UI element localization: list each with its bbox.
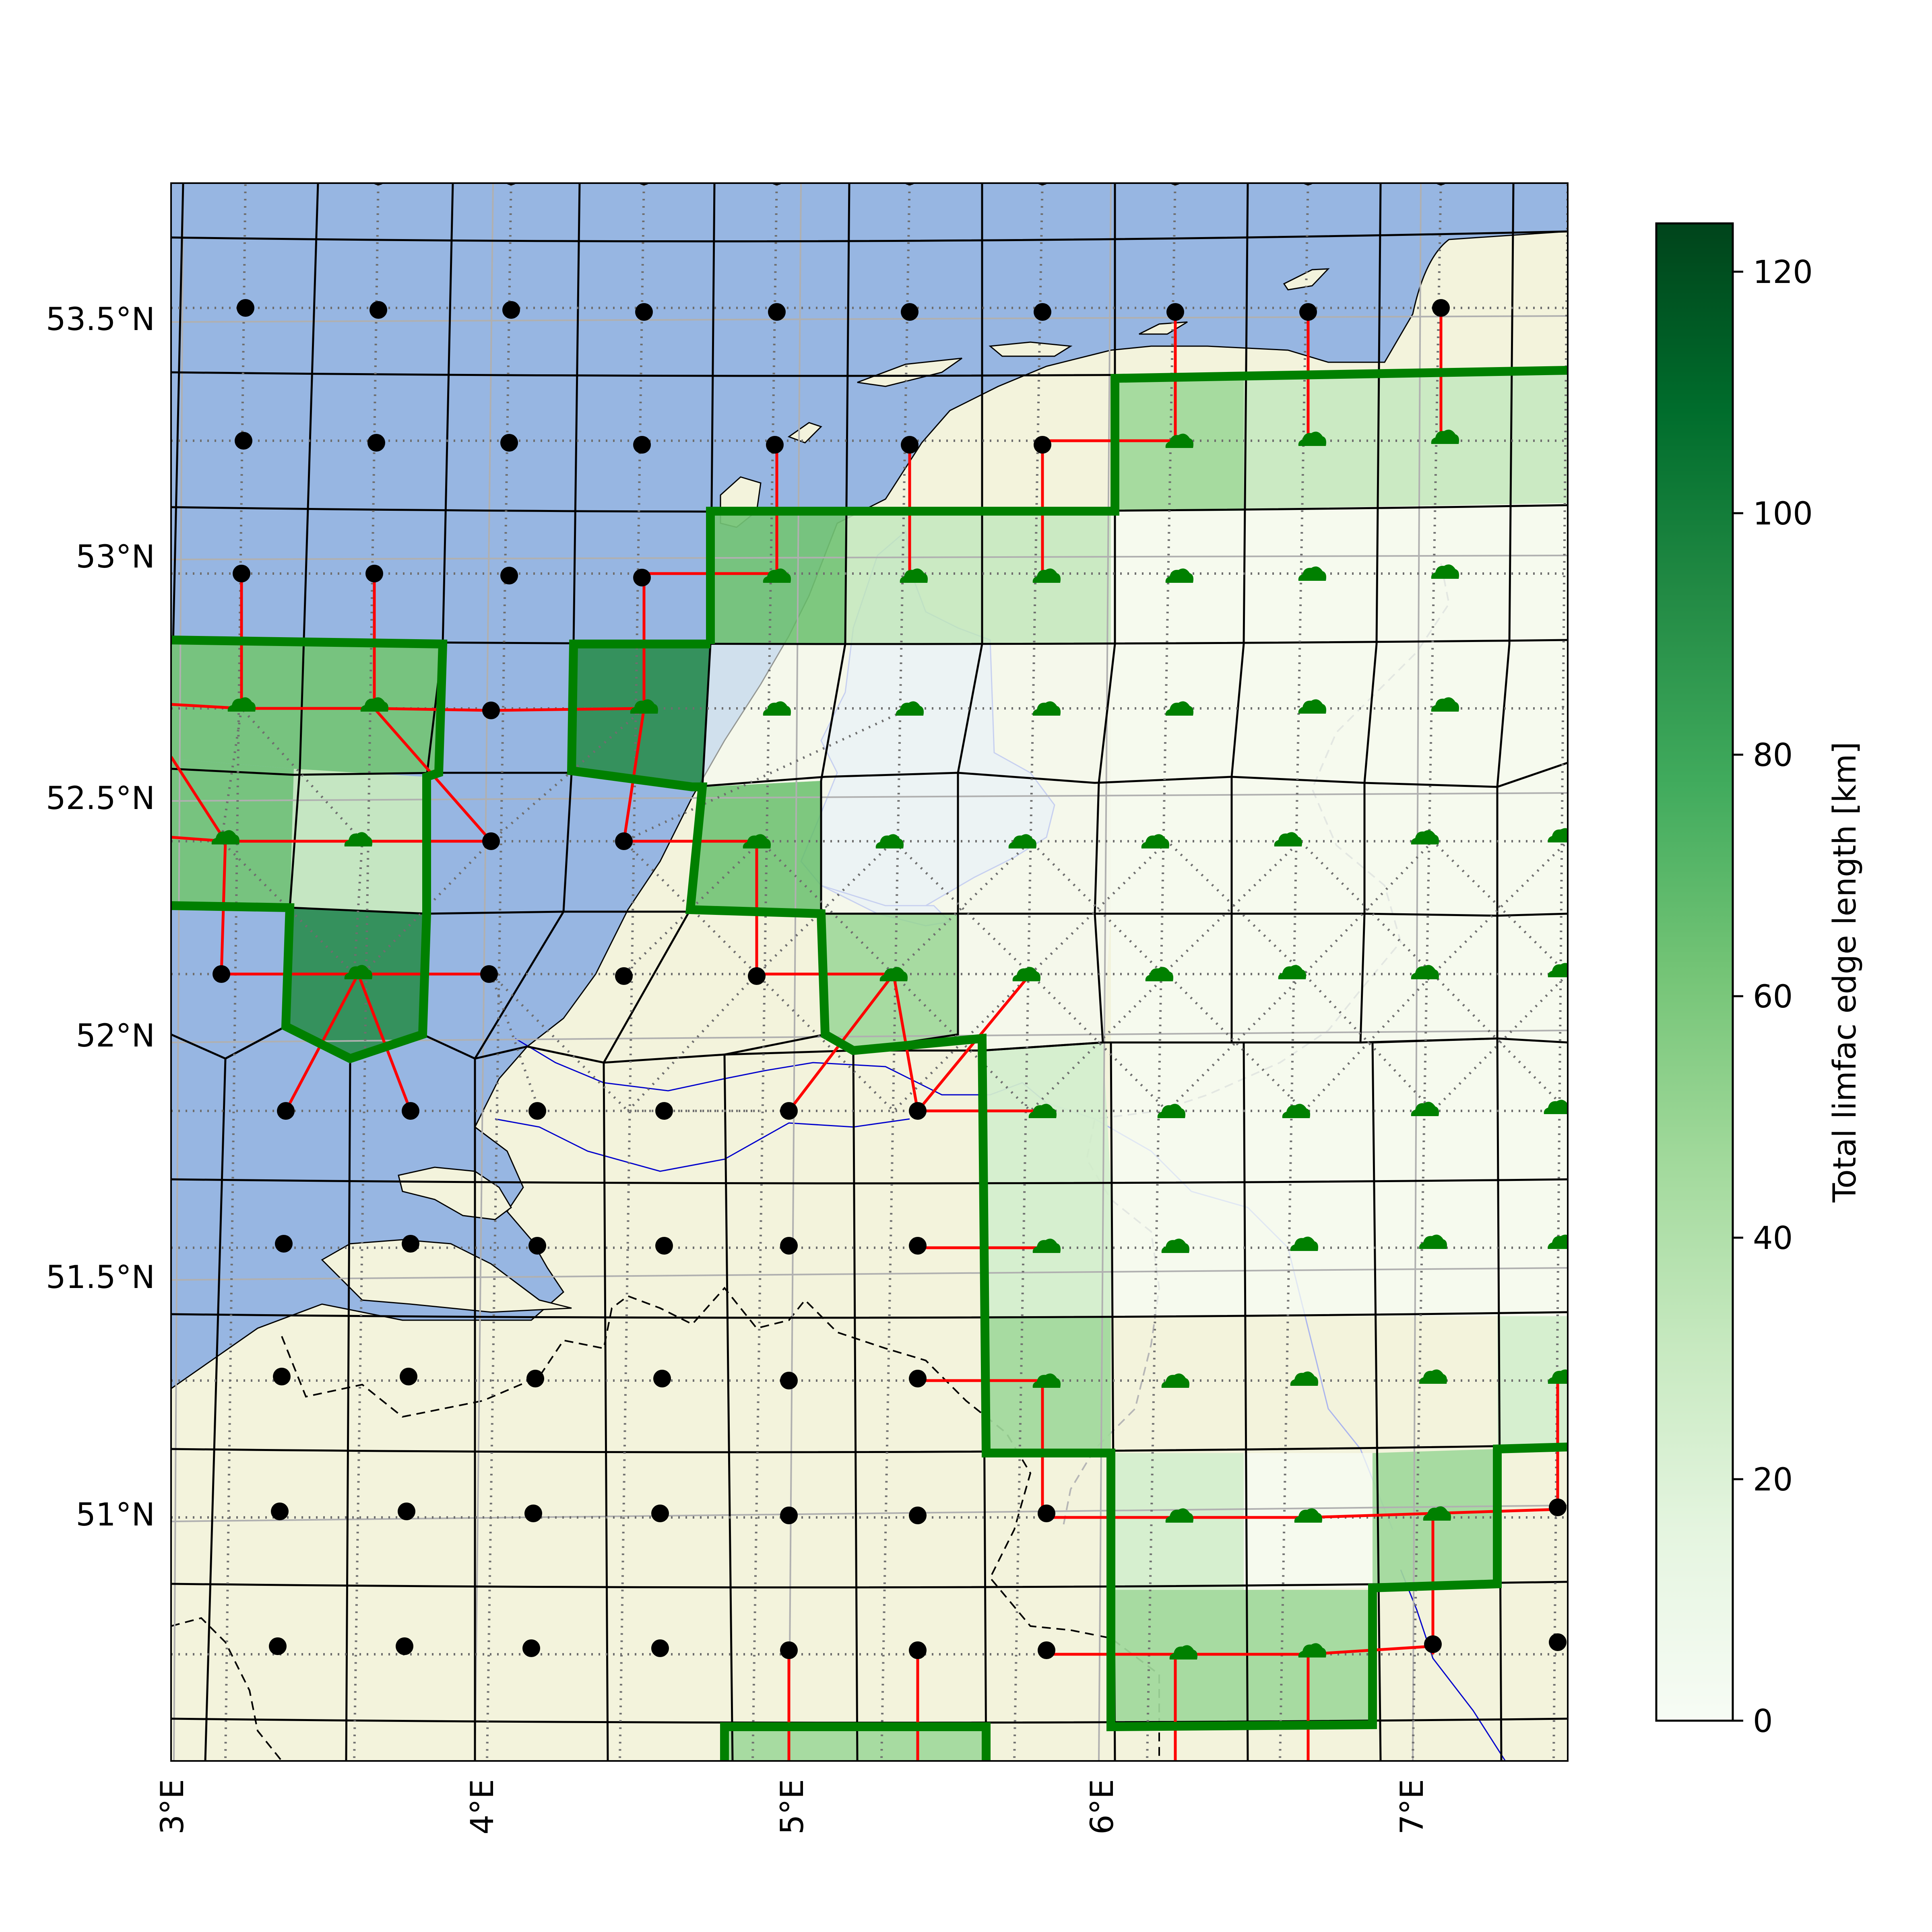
island-ameland bbox=[989, 341, 1073, 357]
lat-tick-labels: 53.5°N 53°N 52.5°N 52°N 51.5°N 51°N bbox=[46, 301, 155, 1533]
lat-tick-label: 53.5°N bbox=[46, 301, 155, 338]
map-frame bbox=[170, 182, 1569, 1762]
colorbar-tick-label: 40 bbox=[1753, 1220, 1793, 1257]
river-maas bbox=[1400, 1569, 1506, 1761]
lon-tick-label: 6°E bbox=[1084, 1779, 1121, 1835]
colorbar-tick-label: 120 bbox=[1753, 254, 1813, 291]
colorbar-ticks: 0 20 40 60 80 100 120 bbox=[1733, 254, 1813, 1740]
lat-tick-label: 51°N bbox=[76, 1497, 155, 1533]
colorbar-tick-label: 60 bbox=[1753, 979, 1793, 1015]
island-schouwen bbox=[398, 1166, 512, 1220]
colorbar-tick-label: 0 bbox=[1753, 1703, 1773, 1740]
map-panel bbox=[171, 183, 1568, 1761]
island-walcheren bbox=[321, 1239, 572, 1313]
colorbar-tick-label: 80 bbox=[1753, 737, 1793, 774]
colorbar: 0 20 40 60 80 100 120 Total limfac edge length… bbox=[1655, 222, 1863, 1740]
sea-nodes bbox=[213, 183, 1567, 1659]
lat-tick-label: 53°N bbox=[76, 539, 155, 575]
lon-tick-labels: 3°E 4°E 5°E 6°E 7°E bbox=[155, 1779, 1430, 1835]
lon-tick-label: 4°E bbox=[464, 1779, 501, 1835]
island-terschelling bbox=[857, 357, 962, 387]
border-nl-be bbox=[281, 1286, 1160, 1761]
colorbar-tick-label: 20 bbox=[1753, 1462, 1793, 1498]
lat-tick-label: 51.5°N bbox=[46, 1259, 155, 1296]
border-be-fr bbox=[171, 1617, 283, 1761]
lat-tick-label: 52°N bbox=[76, 1018, 155, 1054]
colorbar-tick-label: 100 bbox=[1753, 496, 1813, 532]
river-waal bbox=[495, 1118, 910, 1172]
lat-tick-label: 52.5°N bbox=[46, 780, 155, 817]
limfac-region-borders bbox=[171, 366, 1568, 1761]
colorbar-label: Total limfac edge length [km] bbox=[1827, 742, 1863, 1203]
lon-tick-label: 5°E bbox=[774, 1779, 811, 1835]
lon-tick-label: 3°E bbox=[155, 1779, 191, 1835]
colorbar-gradient bbox=[1655, 222, 1734, 1722]
lon-tick-label: 7°E bbox=[1394, 1779, 1430, 1835]
